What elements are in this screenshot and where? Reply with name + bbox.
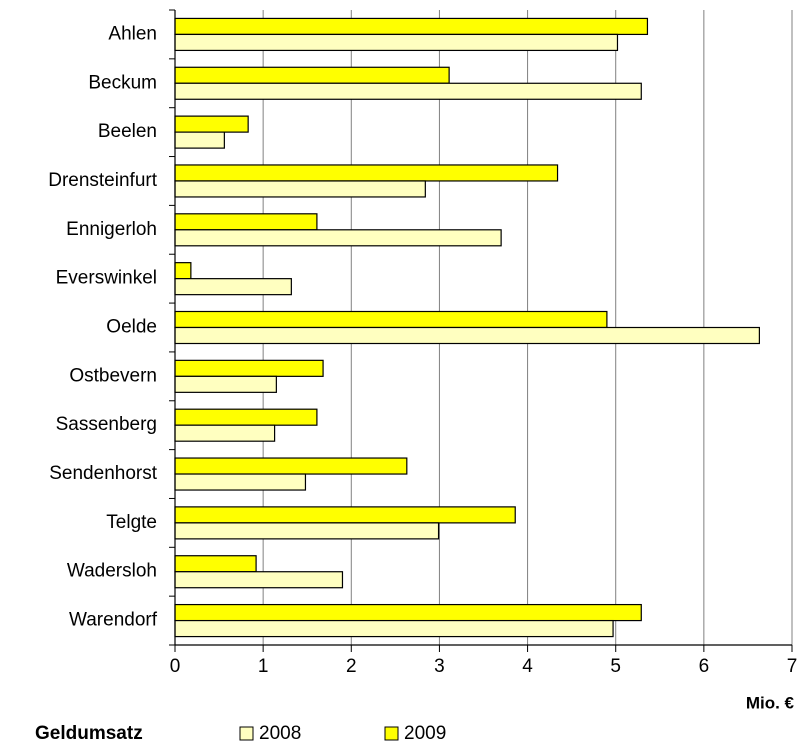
legend-title: Geldumsatz [35, 723, 143, 744]
y-tick-label: Oelde [106, 317, 157, 338]
x-tick-label: 0 [170, 656, 181, 677]
bar [174, 164, 559, 182]
bar [174, 213, 318, 231]
legend-label: 2008 [259, 723, 301, 744]
bar [174, 17, 649, 36]
bar [174, 310, 608, 329]
bar [174, 262, 192, 280]
y-tick-label: Warendorf [69, 610, 158, 631]
bar [174, 619, 614, 638]
y-tick-label: Ahlen [108, 23, 157, 44]
y-tick-label: Drensteinfurt [48, 170, 157, 191]
bar [174, 555, 257, 573]
bar [174, 424, 276, 442]
bar [174, 571, 344, 589]
bar [174, 603, 642, 622]
bar [174, 82, 642, 100]
y-tick-label: Telgte [106, 512, 157, 533]
x-tick-label: 1 [258, 656, 269, 677]
x-axis-label: Mio. € [746, 693, 795, 712]
bar [174, 115, 249, 133]
bar [174, 229, 502, 247]
x-tick-label: 2 [346, 656, 357, 677]
legend-swatch [384, 726, 399, 741]
bar [174, 131, 225, 149]
bar [174, 33, 619, 52]
x-tick-label: 6 [699, 656, 710, 677]
bar [174, 408, 318, 426]
y-tick-label: Everswinkel [56, 268, 157, 289]
bar [174, 473, 307, 491]
y-tick-label: Sendenhorst [49, 463, 157, 484]
y-tick-label: Beckum [88, 72, 157, 93]
bar [174, 375, 277, 393]
bar [174, 359, 324, 377]
bar [174, 66, 450, 84]
bar [174, 278, 292, 296]
legend-swatch [239, 726, 254, 741]
bar [174, 180, 426, 198]
y-tick-label: Sassenberg [56, 414, 157, 435]
y-tick-label: Ennigerloh [66, 219, 157, 240]
legend-label: 2009 [404, 723, 446, 744]
x-tick-label: 5 [610, 656, 621, 677]
x-tick-label: 7 [787, 656, 798, 677]
y-tick-label: Beelen [98, 121, 157, 142]
y-tick-label: Ostbevern [69, 365, 157, 386]
x-tick-label: 4 [522, 656, 533, 677]
bar [174, 506, 516, 524]
bar [174, 522, 440, 540]
x-tick-label: 3 [434, 656, 445, 677]
bar [174, 326, 760, 345]
bar [174, 457, 408, 475]
y-tick-label: Wadersloh [67, 561, 157, 582]
